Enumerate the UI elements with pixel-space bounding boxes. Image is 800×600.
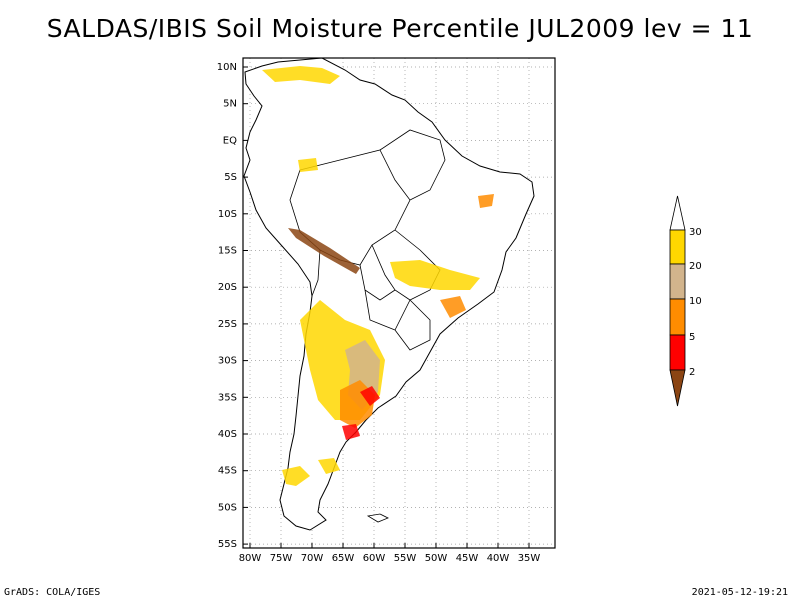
data-region	[440, 296, 466, 318]
data-region	[288, 228, 360, 274]
lon-label: 70W	[301, 553, 324, 564]
lat-label: 10S	[218, 209, 237, 220]
lat-label: 45S	[218, 466, 237, 477]
legend-arrow-top	[669, 195, 686, 231]
legend-label: 30	[689, 227, 702, 238]
data-region	[478, 194, 494, 208]
land-layer	[243, 57, 535, 531]
legend-box	[669, 229, 686, 265]
lat-label: 10N	[217, 62, 237, 73]
lat-label: 5S	[224, 172, 237, 183]
frame-border	[242, 57, 556, 549]
lon-label: 75W	[270, 553, 293, 564]
lat-label: EQ	[223, 135, 237, 146]
lon-label: 55W	[394, 553, 417, 564]
data-region	[318, 458, 340, 474]
lat-label: 55S	[218, 539, 237, 550]
map-frame	[242, 57, 556, 549]
footer-credit: GrADS: COLA/IGES	[4, 587, 101, 598]
lat-label: 5N	[223, 99, 237, 110]
data-region	[390, 260, 480, 290]
lon-label: 50W	[425, 553, 448, 564]
lat-label: 15S	[218, 246, 237, 257]
data-region	[262, 66, 340, 84]
legend-label: 5	[689, 332, 695, 343]
legend-label: 2	[689, 367, 695, 378]
legend-box	[669, 298, 686, 336]
lat-label: 25S	[218, 319, 237, 330]
lon-label: 80W	[239, 553, 262, 564]
lon-label: 65W	[332, 553, 355, 564]
lat-label: 40S	[218, 429, 237, 440]
legend-box	[669, 263, 686, 300]
lat-axis: 10N 5N EQ 5S 10S 15S 20S 25S 30S 35S 40S 45S 50S 55S	[217, 62, 248, 550]
legend-label: 20	[689, 261, 702, 272]
data-field	[262, 66, 494, 486]
data-region	[360, 386, 380, 406]
lon-axis: 80W 75W 70W 65W 60W 55W 50W 45W 40W 35W	[239, 543, 541, 564]
data-region	[342, 424, 360, 440]
lat-label: 50S	[218, 502, 237, 513]
legend-label: 10	[689, 296, 702, 307]
falkland-islands	[366, 513, 389, 523]
data-region	[298, 158, 318, 172]
footer-timestamp: 2021-05-12-19:21	[691, 587, 788, 598]
map-title: SALDAS/IBIS Soil Moisture Percentile JUL…	[46, 14, 754, 43]
lat-label: 30S	[218, 356, 237, 367]
lon-label: 40W	[487, 553, 510, 564]
lon-label: 35W	[518, 553, 541, 564]
country-borders	[289, 129, 446, 351]
data-region	[282, 466, 310, 486]
legend-box	[669, 334, 686, 371]
lat-label: 35S	[218, 392, 237, 403]
lon-label: 60W	[363, 553, 386, 564]
lon-label: 45W	[456, 553, 479, 564]
lat-label: 20S	[218, 282, 237, 293]
color-legend: 2 5 10 20 30	[669, 195, 702, 407]
legend-arrow-bottom	[669, 369, 686, 407]
